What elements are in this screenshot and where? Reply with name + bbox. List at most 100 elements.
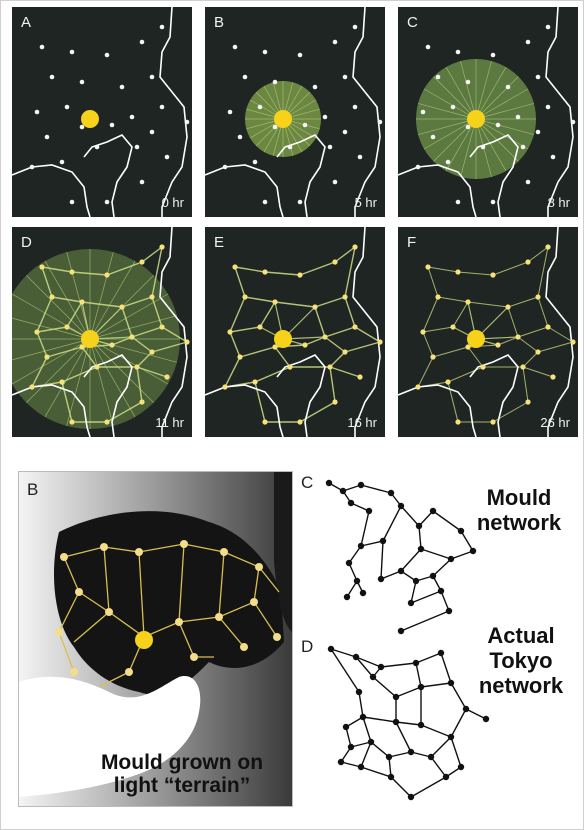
food-source xyxy=(465,344,471,350)
mould-tube xyxy=(151,246,163,298)
mould-tube xyxy=(427,266,459,273)
mould-network-node xyxy=(429,572,437,580)
mould-tube xyxy=(527,246,549,263)
panel-a-time: 0 hr xyxy=(161,195,184,210)
mould-vein xyxy=(475,88,529,120)
mould-tube xyxy=(344,296,356,328)
tokyo-network-edge xyxy=(420,724,452,738)
food-source xyxy=(104,272,110,278)
mould-tube xyxy=(121,296,153,308)
mould-network-edge xyxy=(348,545,362,564)
mould-vein xyxy=(460,60,477,120)
mould-vein xyxy=(423,88,477,120)
panel-f-time: 26 hr xyxy=(540,415,570,430)
food-source xyxy=(352,24,358,30)
mould-network-node xyxy=(447,555,455,563)
panel-d-time: 11 hr xyxy=(155,415,184,430)
terrain-map xyxy=(19,472,292,806)
mould-vein xyxy=(89,338,136,418)
mould-tube xyxy=(136,366,143,403)
food-source xyxy=(134,364,140,370)
tokyo-network-edge xyxy=(362,716,397,723)
mould-tube xyxy=(259,301,276,328)
terrain-food-nodes xyxy=(55,540,281,676)
mould-network-edge xyxy=(360,540,384,547)
mould-tube xyxy=(344,246,356,298)
mould-network-edge xyxy=(382,505,402,542)
tokyo-network-title: Actual Tokyo network xyxy=(463,623,579,698)
mould-title-line2: network xyxy=(476,510,562,535)
food-source xyxy=(49,74,55,80)
food-source xyxy=(109,342,115,348)
food-source xyxy=(227,109,233,115)
food-source xyxy=(545,24,551,30)
mould-tube xyxy=(274,301,316,308)
food-source xyxy=(69,199,75,205)
tokyo-network-edge xyxy=(395,721,412,753)
mould-tube xyxy=(254,366,291,383)
mould-network-node xyxy=(407,599,415,607)
mould-network-node xyxy=(345,559,353,567)
food-source xyxy=(79,124,85,130)
mould-vein xyxy=(475,118,535,135)
food-source xyxy=(357,154,363,160)
food-source xyxy=(455,419,461,425)
food-source xyxy=(430,134,436,140)
food-source xyxy=(505,304,511,310)
tokyo-network-edge xyxy=(395,721,422,726)
tokyo-network-node xyxy=(385,753,393,761)
mould-network-edge xyxy=(400,548,422,572)
food-source xyxy=(222,164,228,170)
tokyo-network-edge xyxy=(370,741,390,758)
food-source xyxy=(435,294,441,300)
mould-network-node xyxy=(437,587,445,595)
food-source xyxy=(242,74,248,80)
mould-vein xyxy=(475,118,507,172)
food-source xyxy=(525,39,531,45)
tokyo-network-edge xyxy=(395,686,422,698)
tokyo-network-edge xyxy=(430,736,452,758)
food-source xyxy=(570,339,576,345)
tokyo-network-edge xyxy=(345,726,352,748)
panel-f-map xyxy=(398,227,576,437)
food-source xyxy=(119,304,125,310)
tokyo-network-node xyxy=(357,763,365,771)
mould-network-node xyxy=(357,542,365,550)
food-source xyxy=(272,299,278,305)
tokyo-network-node xyxy=(352,653,360,661)
food-source xyxy=(129,334,135,340)
tokyo-network-node xyxy=(417,683,425,691)
food-source xyxy=(79,79,85,85)
bay-water xyxy=(19,676,201,797)
food-source xyxy=(377,339,383,345)
tokyo-network-edge xyxy=(330,648,357,658)
tokyo-network-node xyxy=(407,748,415,756)
food-source xyxy=(139,399,145,405)
mould-tube xyxy=(517,326,549,338)
mould-tube xyxy=(422,331,434,358)
mould-tube xyxy=(457,271,494,276)
mould-network-edge xyxy=(418,510,434,527)
food-source xyxy=(297,52,303,58)
food-source xyxy=(420,109,426,115)
panel-e-map xyxy=(205,227,383,437)
mould-tube xyxy=(467,346,484,368)
tokyo-network-edge xyxy=(388,751,412,758)
food-source xyxy=(149,294,155,300)
food-source xyxy=(69,419,75,425)
mould-tube xyxy=(36,326,68,333)
mould-network-node xyxy=(397,627,405,635)
mould-network-edge xyxy=(418,525,422,550)
food-source xyxy=(302,342,308,348)
tokyo-network-graph xyxy=(327,645,490,801)
tokyo-network-edge xyxy=(380,662,417,668)
food-source xyxy=(570,119,576,125)
mould-network-node xyxy=(417,545,425,553)
mould-network-diagram: C Mould network xyxy=(301,471,579,641)
mould-vein xyxy=(475,66,507,120)
mould-tube xyxy=(329,351,346,368)
mould-tube xyxy=(264,271,301,276)
food-source xyxy=(342,349,348,355)
food-source xyxy=(545,244,551,250)
